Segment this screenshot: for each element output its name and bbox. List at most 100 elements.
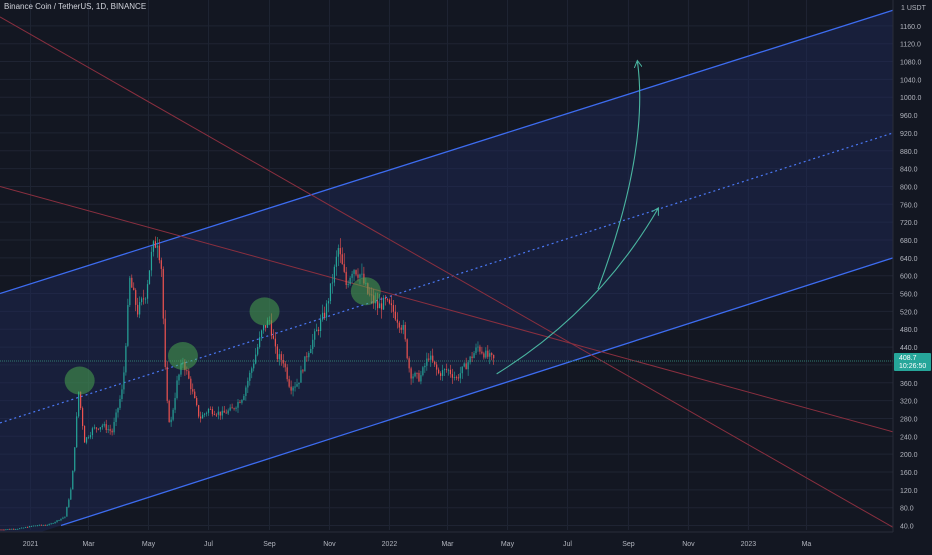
time-tick-label: Jul bbox=[563, 541, 572, 548]
header-separator: , bbox=[91, 2, 96, 11]
candle-body bbox=[351, 273, 353, 278]
projection-arrows[interactable] bbox=[496, 62, 658, 375]
touch-marker[interactable] bbox=[350, 277, 381, 306]
last-price-value: 408.7 bbox=[899, 355, 917, 362]
candle-body bbox=[404, 324, 406, 340]
projection-curve-arrow[interactable] bbox=[496, 209, 658, 375]
channel-mid-line[interactable] bbox=[0, 132, 894, 424]
candle-body bbox=[109, 429, 111, 431]
time-tick-label: Ma bbox=[802, 541, 812, 548]
resistance-line[interactable] bbox=[0, 185, 894, 433]
candle-body bbox=[424, 365, 426, 368]
candle-body bbox=[186, 370, 188, 372]
price-scale[interactable]: 1 USDT 40.0 80.0 120.0 160.0 200.0 240.0 280.0 3… bbox=[892, 0, 932, 550]
candle-body bbox=[144, 298, 147, 300]
price-tick-label: 280.0 bbox=[900, 416, 918, 423]
candle-body bbox=[382, 297, 385, 310]
price-tick-label: 600.0 bbox=[900, 274, 918, 281]
candle-body bbox=[337, 248, 339, 257]
touch-marker[interactable] bbox=[167, 342, 198, 370]
candle-body bbox=[359, 274, 361, 278]
candle-body bbox=[127, 305, 129, 346]
candle-body bbox=[412, 376, 414, 379]
price-tick-label: 520.0 bbox=[900, 309, 918, 316]
candle-body bbox=[394, 311, 396, 320]
candle-body bbox=[406, 339, 408, 359]
candle-body bbox=[44, 525, 46, 526]
candle-body bbox=[361, 273, 363, 275]
touch-markers[interactable] bbox=[64, 277, 381, 395]
candle-body bbox=[148, 270, 151, 285]
price-tick-label: 1160.0 bbox=[900, 24, 921, 31]
candle-body bbox=[261, 330, 263, 338]
candle-body bbox=[74, 447, 76, 471]
time-scale[interactable]: 2021 Mar May Jul Sep Nov 2022 Mar May Jul Sep Nov 20… bbox=[0, 531, 932, 550]
candle-body bbox=[286, 367, 288, 380]
candle-body bbox=[392, 305, 394, 312]
candle-body bbox=[125, 345, 127, 373]
candle-body bbox=[82, 408, 84, 427]
time-scale-background bbox=[0, 532, 932, 550]
candle-body bbox=[278, 354, 280, 360]
channel-upper-line[interactable] bbox=[0, 9, 894, 295]
candle-body bbox=[284, 363, 286, 368]
candle-body bbox=[174, 398, 176, 410]
time-tick-label: Nov bbox=[682, 541, 695, 548]
time-tick-label: May bbox=[142, 541, 156, 548]
candle-body bbox=[491, 353, 493, 355]
price-tick-label: 560.0 bbox=[900, 292, 918, 299]
price-tick-label: 1000.0 bbox=[900, 95, 922, 102]
candle-body bbox=[447, 369, 450, 371]
candle-body bbox=[139, 302, 141, 315]
candle-body bbox=[449, 369, 452, 375]
candle-body bbox=[243, 395, 245, 400]
candle-body bbox=[377, 301, 379, 309]
candle-body bbox=[345, 271, 347, 286]
time-tick-label: Nov bbox=[323, 541, 336, 548]
time-tick-label: Sep bbox=[622, 541, 635, 548]
time-tick-label: 2022 bbox=[382, 541, 398, 548]
price-tick-label: 800.0 bbox=[900, 184, 918, 191]
candle-body bbox=[294, 386, 296, 388]
candle-body bbox=[312, 339, 314, 349]
candle-body bbox=[141, 298, 143, 303]
candle-body bbox=[103, 424, 105, 426]
candle-body bbox=[477, 346, 479, 348]
price-tick-label: 480.0 bbox=[900, 327, 918, 334]
candle-body bbox=[66, 506, 68, 517]
candle-body bbox=[493, 354, 495, 359]
projection-arc-arrow[interactable] bbox=[597, 62, 640, 290]
channel-drawing[interactable] bbox=[0, 9, 894, 546]
candle-body bbox=[441, 370, 444, 376]
candle-body bbox=[70, 489, 72, 500]
touch-marker[interactable] bbox=[249, 297, 280, 326]
candle-body bbox=[38, 524, 40, 526]
candle-body bbox=[160, 260, 162, 269]
candle-body bbox=[72, 470, 74, 490]
candle-body bbox=[13, 528, 15, 530]
candle-body bbox=[274, 338, 276, 347]
symbol-header[interactable]: Binance Coin / TetherUS, 1D, BINANCE bbox=[4, 2, 146, 11]
last-price-tag[interactable] bbox=[894, 353, 931, 372]
candle-body bbox=[343, 264, 345, 272]
candle-body bbox=[15, 529, 17, 530]
candle-body bbox=[52, 523, 54, 524]
candle-body bbox=[485, 350, 487, 358]
candle-body bbox=[85, 437, 88, 443]
touch-marker[interactable] bbox=[64, 366, 95, 395]
candle-body bbox=[192, 389, 194, 392]
candle-body bbox=[426, 358, 428, 366]
resistance-lines[interactable] bbox=[0, 16, 894, 528]
channel-lower-line[interactable] bbox=[60, 257, 894, 527]
time-tick-label: Jul bbox=[204, 541, 213, 548]
candle-body bbox=[190, 378, 192, 390]
resistance-line[interactable] bbox=[0, 16, 894, 528]
candle-body bbox=[34, 525, 37, 527]
candle-body bbox=[105, 424, 107, 431]
candle-body bbox=[453, 377, 455, 378]
candle-body bbox=[245, 387, 247, 396]
candle-body bbox=[123, 372, 125, 390]
candle-body bbox=[205, 412, 208, 414]
